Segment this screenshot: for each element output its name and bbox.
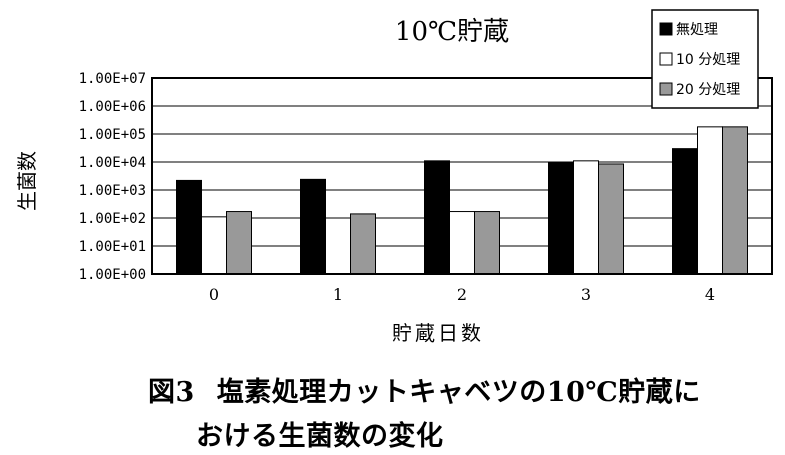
legend-label: 10 分処理 — [676, 52, 740, 68]
legend-label: 20 分処理 — [676, 82, 740, 98]
x-tick-label: 1 — [333, 285, 343, 304]
y-tick-label: 1.00E+06 — [79, 99, 146, 115]
y-tick-label: 1.00E+00 — [79, 267, 146, 283]
x-tick-label: 2 — [457, 285, 467, 304]
legend-swatch — [659, 82, 673, 96]
bar — [176, 179, 202, 275]
bar — [573, 160, 599, 275]
bar — [548, 162, 574, 275]
bar — [598, 163, 624, 275]
bar — [449, 211, 475, 275]
bar — [226, 211, 252, 275]
x-axis-label: 貯蔵日数 — [392, 321, 484, 345]
x-tick-label: 4 — [705, 285, 715, 304]
legend-label: 無処理 — [676, 22, 718, 38]
figure-caption-line2: おける生菌数の変化 — [196, 414, 444, 453]
y-tick-label: 1.00E+07 — [79, 71, 146, 87]
bar — [350, 213, 376, 275]
legend-swatch — [659, 22, 673, 36]
bar — [722, 126, 748, 275]
bar — [424, 160, 450, 275]
chart: 1.00E+00 1.00E+01 1.00E+02 1.00E+03 1.00E+04… — [15, 9, 773, 345]
legend: 無処理 10 分処理 20 分処理 — [651, 9, 759, 109]
y-tick-label: 1.00E+01 — [79, 239, 146, 255]
y-tick-label: 1.00E+03 — [79, 183, 146, 199]
figure-number: 図3 — [148, 377, 195, 408]
bar — [474, 211, 500, 275]
bar — [300, 178, 326, 275]
y-tick-label: 1.00E+05 — [79, 127, 146, 143]
y-tick-label: 1.00E+02 — [79, 211, 146, 227]
x-tick-labels: 0 1 2 3 4 — [209, 285, 715, 304]
bar — [201, 216, 227, 275]
bar — [697, 126, 723, 275]
y-tick-label: 1.00E+04 — [79, 155, 146, 171]
figure-caption-line1: 図3 塩素処理カットキャベツの10℃貯蔵に — [148, 370, 701, 409]
x-tick-label: 0 — [209, 285, 219, 304]
y-tick-labels: 1.00E+00 1.00E+01 1.00E+02 1.00E+03 1.00E+04… — [79, 71, 146, 283]
y-axis-label: 生菌数 — [15, 151, 39, 211]
x-tick-label: 3 — [581, 285, 591, 304]
bar — [325, 217, 351, 275]
caption-text-line1: 塩素処理カットキャベツの10℃貯蔵に — [216, 377, 701, 408]
legend-swatch — [659, 52, 673, 66]
bars — [176, 126, 748, 275]
caption-text-line2: おける生菌数の変化 — [196, 421, 444, 452]
bar — [672, 148, 698, 275]
chart-title: 10℃貯蔵 — [395, 17, 509, 47]
plot-frame — [151, 77, 773, 275]
